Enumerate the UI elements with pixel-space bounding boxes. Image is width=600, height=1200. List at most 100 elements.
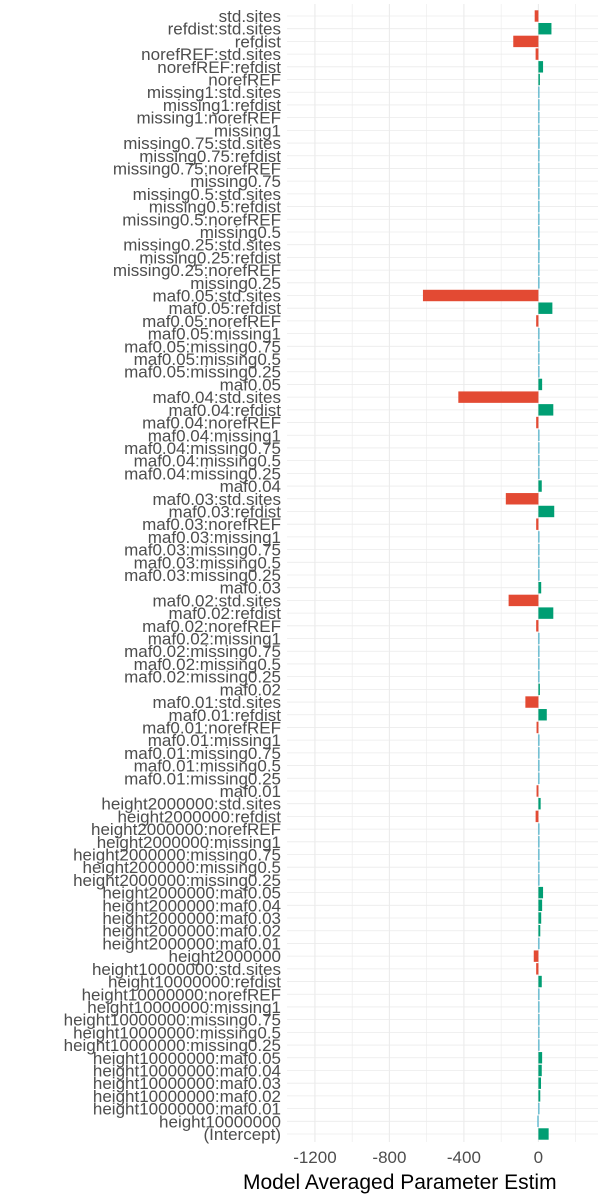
y-tick-label: missing1:std.sites <box>147 83 281 102</box>
bar-height10000000:missing0.25 <box>538 1039 540 1051</box>
y-tick-label: maf0.01:missing0.25 <box>124 769 281 788</box>
bar-maf0.01:norefREF <box>536 721 539 734</box>
y-tick-label: height10000000 <box>159 1112 281 1131</box>
y-tick-label: missing0.5:norefREF <box>122 210 281 229</box>
y-tick-label: maf0.03:missing0.5 <box>134 553 281 572</box>
y-tick-label: maf0.02:refdist <box>169 604 282 623</box>
bar-missing0.5:std.sites <box>538 188 540 200</box>
bar-maf0.03:std.sites <box>505 493 539 505</box>
bar-missing1:norefREF <box>538 111 540 124</box>
bar-height10000000:maf0.05 <box>538 1052 543 1064</box>
bar-maf0.04:missing0.75 <box>538 442 540 454</box>
bar-height10000000:norefREF <box>538 988 540 1000</box>
y-tick-label: height10000000:missing0.25 <box>64 1036 281 1055</box>
y-tick-label: height2000000:maf0.03 <box>102 909 281 928</box>
y-tick-label: height2000000:maf0.01 <box>102 934 281 953</box>
y-tick-label: refdist:std.sites <box>168 20 281 39</box>
x-axis-labels: -1200 -800 -400 0 <box>293 1148 543 1167</box>
bar-maf0.01:refdist <box>538 709 547 721</box>
y-tick-label: maf0.04:norefREF <box>142 414 281 433</box>
y-tick-label: maf0.01:std.sites <box>152 693 281 712</box>
y-tick-label: norefREF:refdist <box>157 58 281 77</box>
y-tick-label: maf0.02:missing0.5 <box>134 655 281 674</box>
y-tick-label: maf0.05:norefREF <box>142 312 281 331</box>
y-tick-label: maf0.03:missing0.75 <box>124 541 281 560</box>
bar-maf0.04:refdist <box>538 404 554 416</box>
bar-maf0.03:norefREF <box>536 518 539 530</box>
y-tick-label: height10000000:maf0.05 <box>93 1049 281 1068</box>
y-tick-label: missing1:norefREF <box>136 109 281 128</box>
bar-missing0.5:norefREF <box>538 213 540 225</box>
bar-height2000000:missing0.25 <box>538 874 540 886</box>
y-tick-label: missing0.25:std.sites <box>123 236 281 255</box>
bar-maf0.01:missing0.75 <box>538 747 540 759</box>
y-tick-label: maf0.02:missing0.25 <box>124 668 281 687</box>
y-tick-label: missing0.25:refdist <box>139 248 281 267</box>
bar-maf0.05:missing1 <box>538 327 540 340</box>
bar-std.sites <box>534 10 539 22</box>
bar-height2000000 <box>533 950 539 962</box>
x-axis-title: Model Averaged Parameter Estim <box>243 1171 557 1194</box>
y-tick-label: refdist <box>235 32 282 51</box>
bar-height10000000:missing0.5 <box>538 1026 540 1039</box>
bar-maf0.01 <box>536 785 539 797</box>
bar-missing0.25:std.sites <box>538 238 540 251</box>
y-tick-label: maf0.05:missing0.25 <box>124 363 281 382</box>
bar-maf0.03:missing0.75 <box>538 543 540 556</box>
bar-maf0.02:missing1 <box>538 632 540 645</box>
y-tick-label: height2000000:maf0.05 <box>102 884 281 903</box>
bar-maf0.03:missing0.5 <box>538 556 540 569</box>
bars <box>422 10 555 1140</box>
bar-height10000000:maf0.01 <box>538 1102 540 1115</box>
bar-maf0.04:norefREF <box>536 416 539 429</box>
y-tick-label: maf0.03:norefREF <box>142 515 281 534</box>
bar-missing0.5 <box>538 226 540 238</box>
y-tick-label: missing1 <box>214 121 281 140</box>
y-tick-label: maf0.03:std.sites <box>152 490 281 509</box>
y-tick-label: height2000000:maf0.02 <box>102 922 281 941</box>
y-tick-label: maf0.04:missing0.75 <box>124 439 281 458</box>
bar-height10000000:missing1 <box>538 1001 540 1013</box>
bar-maf0.02:refdist <box>538 607 554 619</box>
bar-height10000000:missing0.75 <box>538 1013 540 1026</box>
bar-maf0.02:missing0.5 <box>538 658 540 670</box>
y-tick-label: height10000000:maf0.01 <box>93 1100 281 1119</box>
y-tick-label: maf0.02 <box>220 680 281 699</box>
y-tick-label: height2000000:missing0.25 <box>73 871 281 890</box>
bar-height2000000:missing0.75 <box>538 848 540 861</box>
y-tick-label: height2000000:maf0.04 <box>102 896 281 915</box>
y-tick-label: height2000000:norefREF <box>91 820 281 839</box>
bar-height10000000:maf0.03 <box>538 1077 542 1089</box>
y-tick-label: height10000000:missing0.5 <box>73 1023 281 1042</box>
bar-maf0.04:missing0.5 <box>538 454 540 467</box>
bar-height2000000:maf0.03 <box>538 912 542 924</box>
bar-missing0.75:std.sites <box>538 137 540 149</box>
bar-maf0.05:missing0.5 <box>538 353 540 365</box>
bar-maf0.03:refdist <box>538 505 555 518</box>
bar-maf0.05:missing0.25 <box>538 366 540 378</box>
y-tick-label: maf0.04:missing0.25 <box>124 464 281 483</box>
bar-norefREF:refdist <box>538 61 544 73</box>
y-tick-label: height2000000:missing1 <box>97 833 281 852</box>
x-tick-label: -800 <box>372 1148 406 1167</box>
bar-height2000000:missing1 <box>538 836 540 848</box>
bar-maf0.05:refdist <box>538 302 553 314</box>
y-tick-label: std.sites <box>219 7 281 26</box>
y-tick-label: maf0.05:missing0.5 <box>134 350 281 369</box>
bar-maf0.02:missing0.25 <box>538 670 540 683</box>
y-tick-label: maf0.01:norefREF <box>142 718 281 737</box>
y-tick-label: missing1:refdist <box>163 96 281 115</box>
bar-maf0.03:missing0.25 <box>538 569 540 581</box>
bar-maf0.02:norefREF <box>536 620 539 632</box>
bar-maf0.02:std.sites <box>508 594 539 607</box>
bar-missing1:std.sites <box>538 86 540 98</box>
bar-height2000000:maf0.04 <box>538 899 543 912</box>
y-tick-label: height10000000:maf0.04 <box>93 1061 281 1080</box>
y-tick-label: height2000000 <box>168 947 281 966</box>
y-tick-label: maf0.04 <box>220 477 281 496</box>
y-tick-label: height10000000:norefREF <box>82 985 281 1004</box>
y-tick-label: height2000000:missing0.5 <box>83 858 281 877</box>
bar-maf0.01:std.sites <box>525 696 539 708</box>
y-tick-label: missing0.5:refdist <box>149 198 282 217</box>
bar-missing0.75:refdist <box>538 150 540 162</box>
